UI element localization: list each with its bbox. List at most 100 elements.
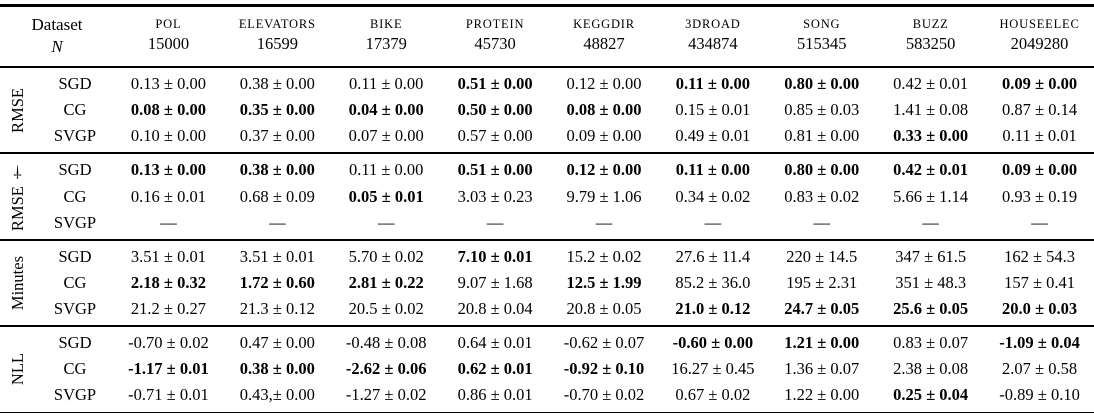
method-label: SVGP: [53, 385, 97, 405]
cell-minutes-sgd-pol: 3.51 ± 0.01: [130, 246, 206, 266]
block-rows-rmse: SGD 0.13 ± 0.00 0.38 ± 0.00 0.11 ± 0.00 0.51…: [36, 68, 1094, 152]
cell-rmse-svgp-pol: 0.10 ± 0.00: [130, 126, 206, 146]
col-header-3droad: 3DROAD 434874: [658, 16, 767, 55]
cell-nll-svgp-pol: -0.71 ± 0.01: [128, 385, 209, 405]
cell-nll-svgp-bike: -1.27 ± 0.02: [345, 385, 427, 405]
cell-rmse-svgp-buzz: 0.33 ± 0.00: [893, 126, 969, 146]
cell-nll-sgd-elevators: 0.47 ± 0.00: [239, 333, 315, 353]
row-minutes-cg: CG 2.18 ± 0.32 1.72 ± 0.60 2.81 ± 0.22 9.07 …: [36, 270, 1094, 296]
cell-nll-sgd-bike: -0.48 ± 0.08: [345, 333, 427, 353]
cell-nll-svgp-elevators: 0.43,± 0.00: [239, 385, 315, 405]
cell-nll-sgd-3droad: -0.60 ± 0.00: [672, 333, 754, 353]
cell-rmse-dagger-svgp-bike: —: [377, 212, 395, 232]
cell-rmse-dagger-svgp-elevators: —: [269, 212, 286, 232]
cell-minutes-svgp-elevators: 21.3 ± 0.12: [239, 299, 315, 319]
cell-nll-svgp-houseelec: -0.89 ± 0.10: [999, 385, 1080, 405]
method-label: SGD: [58, 333, 92, 353]
block-separator-rule: [0, 238, 1094, 241]
block-separator-rule: [0, 152, 1094, 155]
cell-nll-cg-buzz: 2.38 ± 0.08: [893, 359, 969, 379]
method-label: SGD: [58, 74, 92, 94]
metric-label-minutes: Minutes: [8, 255, 27, 310]
dataset-name: 3DROAD: [685, 17, 741, 32]
cell-nll-sgd-song: 1.21 ± 0.00: [784, 333, 860, 353]
cell-rmse-dagger-cg-keggdir: 9.79 ± 1.06: [566, 186, 642, 206]
cell-nll-cg-protein: 0.62 ± 0.01: [457, 359, 533, 379]
cell-minutes-cg-bike: 2.81 ± 0.22: [348, 272, 424, 292]
col-header-houseelec: HOUSEELEC 2049280: [985, 16, 1094, 55]
cell-nll-cg-song: 1.36 ± 0.07: [784, 359, 860, 379]
method-label: CG: [63, 100, 87, 120]
dataset-name: KEGGDIR: [573, 17, 635, 32]
cell-rmse-dagger-svgp-pol: —: [160, 212, 177, 232]
method-label: CG: [63, 272, 87, 292]
cell-rmse-dagger-svgp-song: —: [813, 212, 831, 232]
row-rmse-sgd: SGD 0.13 ± 0.00 0.38 ± 0.00 0.11 ± 0.00 0.51…: [36, 71, 1094, 97]
cell-nll-svgp-song: 1.22 ± 0.00: [784, 385, 860, 405]
cell-nll-cg-3droad: 16.27 ± 0.45: [671, 359, 755, 379]
cell-minutes-svgp-bike: 20.5 ± 0.02: [348, 299, 424, 319]
cell-minutes-svgp-3droad: 21.0 ± 0.12: [675, 299, 751, 319]
cell-minutes-cg-3droad: 85.2 ± 36.0: [675, 272, 751, 292]
dataset-size: 17379: [365, 34, 407, 54]
cell-minutes-svgp-buzz: 25.6 ± 0.05: [893, 299, 969, 319]
cell-rmse-dagger-svgp-houseelec: —: [1031, 212, 1048, 232]
col-header-elevators: ELEVATORS 16599: [223, 16, 332, 55]
metric-label-rmse: RMSE: [8, 87, 27, 133]
cell-rmse-dagger-svgp-keggdir: —: [595, 212, 613, 232]
cell-rmse-dagger-cg-buzz: 5.66 ± 1.14: [893, 186, 969, 206]
cell-minutes-svgp-song: 24.7 ± 0.05: [784, 299, 860, 319]
cell-minutes-svgp-pol: 21.2 ± 0.27: [130, 299, 206, 319]
method-label: CG: [63, 186, 87, 206]
cell-rmse-cg-song: 0.85 ± 0.03: [784, 100, 860, 120]
cell-nll-svgp-3droad: 0.67 ± 0.02: [675, 385, 751, 405]
cell-rmse-sgd-song: 0.80 ± 0.00: [784, 74, 860, 94]
cell-rmse-dagger-sgd-song: 0.80 ± 0.00: [784, 160, 860, 180]
dataset-size: 15000: [147, 34, 190, 54]
cell-rmse-sgd-keggdir: 0.12 ± 0.00: [566, 74, 642, 94]
cell-nll-cg-bike: -2.62 ± 0.06: [345, 359, 427, 379]
table-body: RMSE SGD 0.13 ± 0.00 0.38 ± 0.00 0.11 ± 0.00…: [0, 68, 1094, 412]
cell-rmse-dagger-cg-pol: 0.16 ± 0.01: [130, 186, 206, 206]
cell-rmse-svgp-elevators: 0.37 ± 0.00: [239, 126, 315, 146]
cell-minutes-cg-pol: 2.18 ± 0.32: [130, 272, 206, 292]
cell-rmse-cg-pol: 0.08 ± 0.00: [130, 100, 206, 120]
cell-nll-sgd-pol: -0.70 ± 0.02: [128, 333, 209, 353]
cell-rmse-cg-protein: 0.50 ± 0.00: [457, 100, 533, 120]
cell-rmse-svgp-keggdir: 0.09 ± 0.00: [566, 126, 642, 146]
cell-minutes-sgd-elevators: 3.51 ± 0.01: [239, 246, 315, 266]
row-nll-cg: CG -1.17 ± 0.01 0.38 ± 0.00 -2.62 ± 0.06 0.6…: [36, 356, 1094, 382]
cell-minutes-cg-keggdir: 12.5 ± 1.99: [566, 272, 642, 292]
cell-minutes-sgd-buzz: 347 ± 61.5: [895, 246, 967, 266]
metric-label-nll: NLL: [8, 353, 27, 386]
dataset-name: HOUSEELEC: [999, 17, 1080, 32]
cell-rmse-dagger-svgp-3droad: —: [704, 212, 722, 232]
cell-nll-cg-elevators: 0.38 ± 0.00: [239, 359, 315, 379]
cell-minutes-cg-buzz: 351 ± 48.3: [895, 272, 967, 292]
cell-rmse-dagger-sgd-houseelec: 0.09 ± 0.00: [1002, 160, 1078, 180]
cell-nll-sgd-houseelec: -1.09 ± 0.04: [999, 333, 1080, 353]
cell-nll-svgp-keggdir: -0.70 ± 0.02: [563, 385, 645, 405]
cell-minutes-cg-song: 195 ± 2.31: [786, 272, 858, 292]
cell-rmse-cg-elevators: 0.35 ± 0.00: [239, 100, 315, 120]
cell-rmse-sgd-pol: 0.13 ± 0.00: [130, 74, 206, 94]
dataset-name: PROTEIN: [465, 17, 525, 32]
cell-rmse-cg-houseelec: 0.87 ± 0.14: [1002, 100, 1078, 120]
cell-rmse-dagger-sgd-buzz: 0.42 ± 0.01: [893, 160, 969, 180]
cell-minutes-cg-elevators: 1.72 ± 0.60: [239, 272, 315, 292]
dataset-name: BUZZ: [912, 17, 949, 32]
block-separator-rule: [0, 325, 1094, 328]
cell-rmse-dagger-cg-elevators: 0.68 ± 0.09: [239, 186, 315, 206]
bottom-rule: [0, 411, 1094, 413]
cell-minutes-sgd-bike: 5.70 ± 0.02: [348, 246, 424, 266]
cell-rmse-cg-3droad: 0.15 ± 0.01: [675, 100, 751, 120]
cell-minutes-cg-protein: 9.07 ± 1.68: [457, 272, 533, 292]
dataset-name: ELEVATORS: [238, 17, 316, 32]
row-rmse-dagger-sgd: SGD 0.13 ± 0.00 0.38 ± 0.00 0.11 ± 0.00 0.51…: [36, 157, 1094, 183]
cell-rmse-cg-buzz: 1.41 ± 0.08: [893, 100, 969, 120]
cell-minutes-sgd-houseelec: 162 ± 54.3: [1004, 246, 1076, 266]
row-rmse-dagger-svgp: SVGP — — — — — — — — —: [36, 210, 1094, 236]
col-header-keggdir: KEGGDIR 48827: [550, 16, 659, 55]
metric-label-rmse-dagger: RMSE †: [8, 162, 27, 231]
